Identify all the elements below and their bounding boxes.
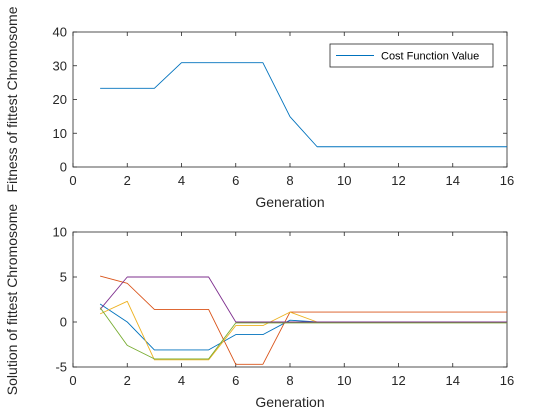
series-line-5 <box>99 307 507 360</box>
series-line-1 <box>100 62 507 148</box>
x-tick-label: 4 <box>178 373 185 388</box>
series-line-2 <box>100 275 507 365</box>
x-tick-label: 14 <box>446 173 460 188</box>
y-axis-label: Fitness of fittest Chromosome <box>4 6 20 192</box>
y-tick-label: -5 <box>55 360 67 375</box>
legend-box <box>329 43 494 68</box>
x-tick-label: 2 <box>124 173 131 188</box>
x-tick-label: 0 <box>69 173 76 188</box>
x-tick-label: 12 <box>391 173 405 188</box>
x-tick-label: 6 <box>232 173 239 188</box>
y-tick-label: 20 <box>53 92 67 107</box>
x-tick-label: 16 <box>500 173 514 188</box>
x-tick-label: 2 <box>124 373 131 388</box>
x-tick-label: 16 <box>500 373 514 388</box>
y-tick-label: 10 <box>53 225 67 240</box>
x-axis-label: Generation <box>255 194 324 210</box>
x-tick-label: 12 <box>391 373 405 388</box>
x-axis-label: Generation <box>255 394 324 410</box>
legend: Cost Function Value <box>329 43 494 68</box>
y-tick-label: 10 <box>53 126 67 141</box>
y-axis-label: Solution of fittest Chromosome <box>4 204 20 396</box>
y-tick-label: 5 <box>60 270 67 285</box>
series-group <box>100 62 507 148</box>
series-group <box>99 275 507 365</box>
x-tick-label: 8 <box>286 173 293 188</box>
x-tick-label: 6 <box>232 373 239 388</box>
y-tick-label: 0 <box>60 315 67 330</box>
series-line-4 <box>99 276 507 323</box>
fitness-chart: 0 2 4 6 8 10 12 14 16 0 10 20 30 40 Generation Fitness … <box>4 6 514 210</box>
legend-label: Cost Function Value <box>381 51 479 63</box>
x-tick-label: 14 <box>446 373 460 388</box>
plot-area <box>72 231 508 368</box>
x-tick-label: 10 <box>337 173 351 188</box>
y-tick-label: 30 <box>53 58 67 73</box>
y-tick-label: 40 <box>53 25 67 40</box>
x-tick-label: 10 <box>337 373 351 388</box>
x-tick-label: 4 <box>178 173 185 188</box>
x-tick-label: 8 <box>286 373 293 388</box>
y-tick-label: 0 <box>60 160 67 175</box>
x-tick-label: 0 <box>69 373 76 388</box>
